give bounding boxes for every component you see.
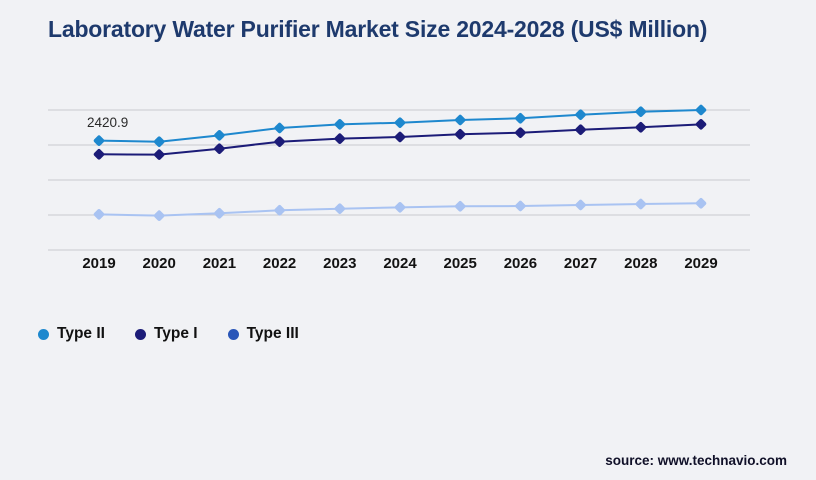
marker-type-ii-2025 [454,114,466,126]
legend-dot-icon [134,328,146,340]
marker-type-iii-2026 [515,200,526,212]
marker-type-iii-2019 [93,209,105,220]
marker-type-i-2026 [515,127,526,138]
legend-label: Type III [246,325,299,342]
marker-type-iii-2020 [153,210,165,221]
x-axis-label: 2024 [383,255,417,272]
x-axis-label: 2026 [503,255,538,272]
marker-type-ii-2023 [334,119,346,130]
legend-dot-icon [227,328,239,340]
x-axis-label: 2023 [323,255,357,272]
marker-type-iii-2027 [575,199,586,211]
legend-label: Type II [57,325,105,342]
data-point-label-2019: 2420.9 [87,115,129,130]
x-axis-label: 2028 [624,255,658,272]
marker-type-iii-2021 [214,208,225,219]
marker-type-i-2025 [454,129,466,140]
x-axis-label: 2029 [684,255,718,272]
marker-type-ii-2027 [575,109,586,120]
marker-type-iii-2029 [695,198,707,209]
chart-legend: Type II Type I Type III [38,325,299,343]
x-axis-label: 2022 [262,255,297,272]
marker-type-ii-2022 [274,122,285,134]
marker-type-ii-2024 [394,117,406,128]
marker-type-ii-2021 [214,130,225,141]
x-axis-label: 2020 [142,255,176,272]
x-axis-label: 2025 [443,255,477,272]
marker-type-i-2021 [214,143,225,154]
marker-type-i-2022 [274,136,285,147]
marker-type-iii-2024 [394,202,406,213]
x-axis-label: 2027 [563,255,598,272]
marker-type-ii-2020 [153,136,165,147]
marker-type-ii-2028 [635,106,647,117]
marker-type-ii-2026 [515,113,526,124]
marker-type-i-2024 [394,131,406,143]
legend-item-type-iii: Type III [227,325,299,343]
marker-type-ii-2019 [93,135,105,146]
marker-type-i-2020 [153,149,165,160]
legend-item-type-ii: Type II [38,325,105,343]
marker-type-iii-2028 [635,198,647,210]
marker-type-i-2029 [695,119,707,130]
marker-type-i-2027 [575,124,586,135]
legend-dot-icon [38,328,49,340]
legend-item-type-i: Type I [134,325,198,343]
marker-type-iii-2025 [454,201,466,212]
marker-type-ii-2029 [695,104,707,116]
x-axis-label: 2019 [82,255,116,272]
legend-label: Type I [153,325,198,342]
chart-title: Laboratory Water Purifier Market Size 20… [48,16,708,42]
marker-type-i-2019 [93,149,105,160]
source-credit: source: www.technavio.com [605,453,787,468]
marker-type-iii-2022 [274,205,285,216]
x-axis-label: 2021 [202,255,237,272]
x-axis-labels: 2019 2020 2021 2022 2023 2024 2025 2026 2027 2028… [0,255,816,275]
marker-type-i-2028 [635,122,647,133]
marker-type-i-2023 [334,133,346,144]
marker-type-iii-2023 [334,203,346,214]
